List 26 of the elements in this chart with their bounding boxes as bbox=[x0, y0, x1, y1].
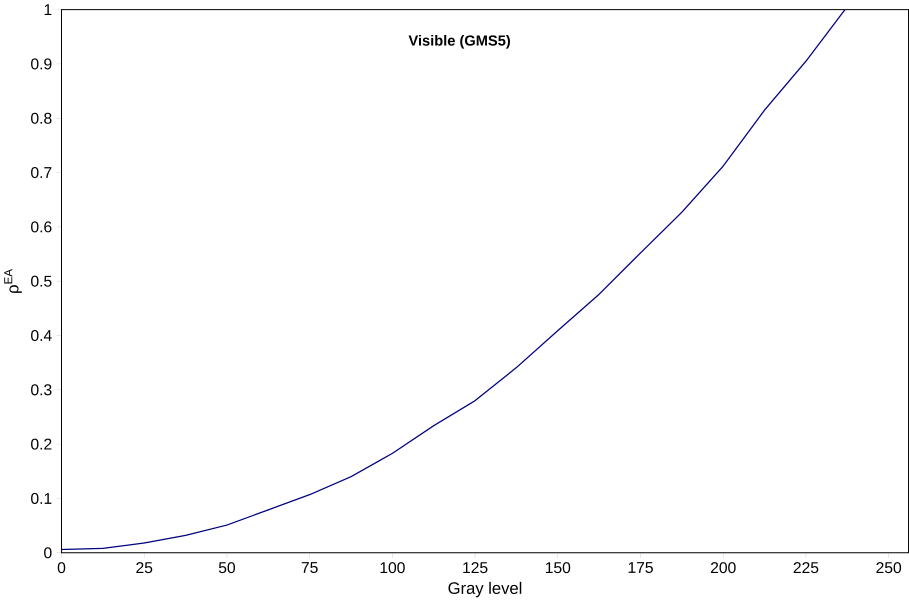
x-tick-label: 175 bbox=[628, 562, 653, 574]
x-tick-label: 200 bbox=[710, 562, 736, 574]
y-axis-title: ρ$^{EA}$ bbox=[4, 269, 22, 294]
x-tick-label: 225 bbox=[794, 562, 818, 574]
y-tick-label: 0.3 bbox=[31, 384, 52, 396]
y-tick-label: 0.5 bbox=[31, 276, 52, 287]
x-tick-label: 25 bbox=[136, 562, 152, 574]
y-tick-label: 0 bbox=[44, 547, 52, 559]
x-tick-label: 100 bbox=[380, 562, 405, 574]
y-tick-label: 0.9 bbox=[31, 58, 52, 70]
line-series bbox=[60, 9, 846, 550]
x-tick-label: 0 bbox=[58, 562, 66, 574]
y-tick-label: 0.6 bbox=[31, 222, 52, 233]
y-tick-label: 0.2 bbox=[31, 438, 52, 450]
x-tick-label: 75 bbox=[302, 562, 318, 574]
x-tick-label: 125 bbox=[463, 562, 488, 574]
text: Visible (GMS5) bbox=[408, 35, 510, 49]
x-tick-label: 250 bbox=[876, 562, 902, 574]
y-tick-label: 0.7 bbox=[31, 167, 52, 178]
y-tick-label: 0.4 bbox=[31, 330, 52, 342]
x-axis-title: Gray level bbox=[448, 582, 522, 598]
x-tick-label: 50 bbox=[218, 562, 235, 574]
y-tick-label: 0.8 bbox=[31, 112, 52, 124]
y-tick-label: 0.1 bbox=[31, 493, 52, 504]
x-tick-label: 150 bbox=[546, 562, 570, 574]
y-tick-label: 1 bbox=[44, 4, 52, 16]
